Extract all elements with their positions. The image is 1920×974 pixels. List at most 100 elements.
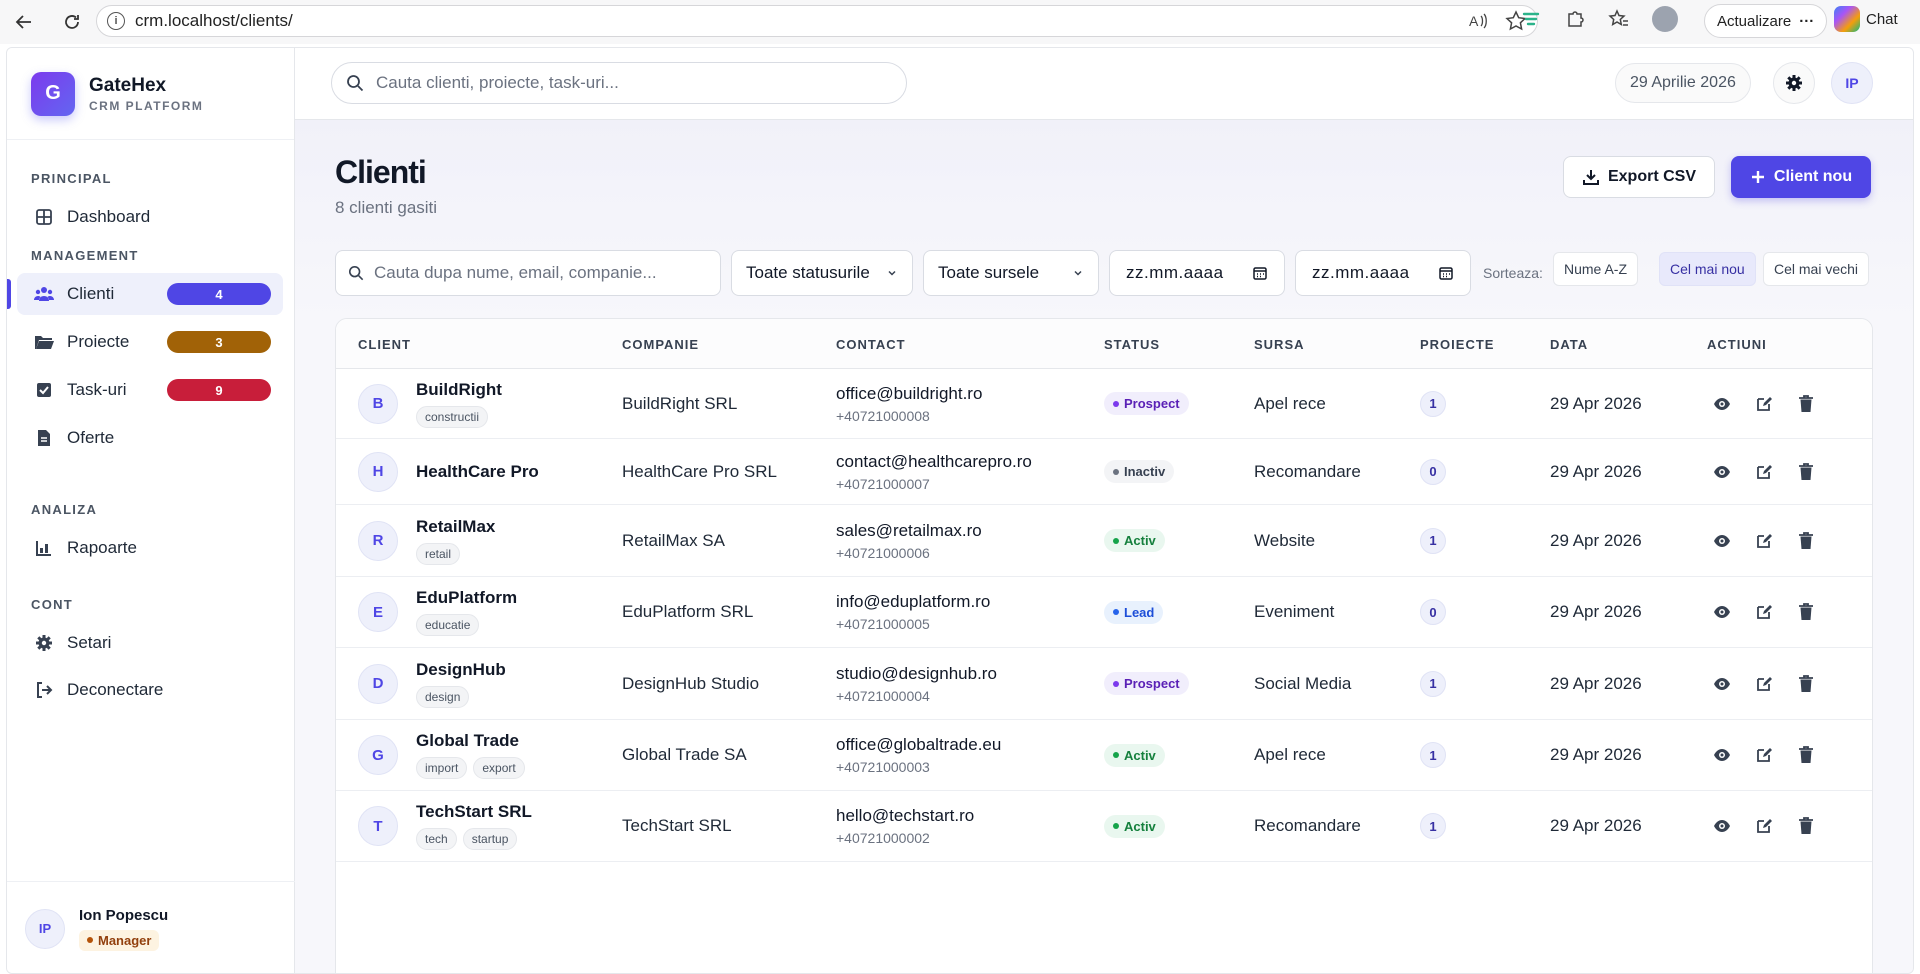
client-name[interactable]: RetailMax	[416, 516, 496, 536]
trash-icon[interactable]	[1796, 816, 1816, 836]
calendar-icon[interactable]	[1252, 265, 1268, 281]
sort-newest-button[interactable]: Cel mai nou	[1659, 252, 1756, 286]
status-badge: Inactiv	[1104, 460, 1175, 483]
settings-button[interactable]	[1773, 62, 1815, 104]
sidebar-item-clienti[interactable]: Clienti 4	[7, 273, 283, 315]
search-icon	[347, 75, 364, 92]
projects-count: 1	[1420, 670, 1446, 697]
client-date: 29 Apr 2026	[1550, 745, 1642, 764]
sidebar-item-rapoarte[interactable]: Rapoarte	[17, 527, 283, 569]
client-email[interactable]: studio@designhub.ro	[836, 663, 997, 683]
eye-icon[interactable]	[1712, 462, 1732, 482]
eye-icon[interactable]	[1712, 816, 1732, 836]
eye-icon[interactable]	[1712, 602, 1732, 622]
eye-icon[interactable]	[1712, 394, 1732, 414]
sidebar-item-proiecte[interactable]: Proiecte 3	[17, 321, 283, 363]
edit-icon[interactable]	[1754, 462, 1774, 482]
global-search-placeholder: Cauta clienti, proiecte, task-uri...	[376, 73, 619, 92]
sort-oldest-button[interactable]: Cel mai vechi	[1763, 252, 1870, 286]
client-email[interactable]: info@eduplatform.ro	[836, 592, 991, 611]
sidebar-item-setari[interactable]: Setari	[17, 622, 283, 664]
col-status[interactable]: STATUS	[1104, 337, 1161, 352]
edit-icon[interactable]	[1754, 816, 1774, 836]
chevron-down-icon	[888, 270, 896, 276]
client-name[interactable]: BuildRight	[416, 379, 502, 399]
add-client-button[interactable]: Client nou	[1731, 156, 1871, 198]
sidebar-item-oferte[interactable]: Oferte	[17, 417, 283, 459]
user-role-label: Manager	[98, 932, 152, 948]
client-source: Apel rece	[1254, 745, 1326, 764]
user-avatar-button[interactable]: IP	[1831, 62, 1873, 104]
sidebar-item-label: Proiecte	[67, 332, 130, 351]
table-row[interactable]: E EduPlatform educatie EduPlatform SRL i…	[336, 577, 1872, 648]
user-profile[interactable]: IP Ion Popescu Manager	[7, 881, 295, 973]
brand[interactable]: G GateHex CRM PLATFORM	[7, 48, 294, 140]
client-email[interactable]: office@globaltrade.eu	[836, 735, 1002, 754]
trash-icon[interactable]	[1796, 462, 1816, 482]
trash-icon[interactable]	[1796, 745, 1816, 765]
table-row[interactable]: R RetailMax retail RetailMax SA sales@re…	[336, 505, 1872, 577]
client-name[interactable]: HealthCare Pro	[416, 461, 539, 481]
col-sursa[interactable]: SURSA	[1254, 337, 1305, 352]
col-data[interactable]: DATA	[1550, 337, 1589, 352]
edit-icon[interactable]	[1754, 394, 1774, 414]
info-icon[interactable]: i	[107, 12, 125, 30]
client-email[interactable]: hello@techstart.ro	[836, 806, 975, 825]
trash-icon[interactable]	[1796, 602, 1816, 622]
sort-name-az-button[interactable]: Nume A-Z	[1553, 252, 1639, 286]
table-row[interactable]: H HealthCare Pro HealthCare Pro SRL cont…	[336, 439, 1872, 505]
status-filter-select[interactable]: Toate statusurile	[731, 250, 913, 296]
export-csv-button[interactable]: Export CSV	[1563, 156, 1715, 198]
col-contact[interactable]: CONTACT	[836, 337, 906, 352]
edit-icon[interactable]	[1754, 531, 1774, 551]
trash-icon[interactable]	[1796, 674, 1816, 694]
extension-icon[interactable]	[1520, 8, 1542, 30]
date-to-input[interactable]: zz.mm.aaaa	[1295, 250, 1471, 296]
sidebar-item-taskuri[interactable]: Task-uri 9	[17, 369, 283, 411]
read-aloud-icon[interactable]: A	[1467, 10, 1489, 32]
more-icon[interactable]: ···	[1799, 12, 1815, 30]
col-client[interactable]: CLIENT	[358, 337, 411, 352]
sidebar-item-deconectare[interactable]: Deconectare	[17, 669, 283, 711]
eye-icon[interactable]	[1712, 531, 1732, 551]
table-row[interactable]: B BuildRight constructii BuildRight SRL …	[336, 369, 1872, 439]
profile-avatar[interactable]	[1652, 6, 1678, 32]
eye-icon[interactable]	[1712, 674, 1732, 694]
col-companie[interactable]: COMPANIE	[622, 337, 700, 352]
section-principal: PRINCIPAL	[31, 171, 112, 186]
client-email[interactable]: sales@retailmax.ro	[836, 520, 982, 540]
client-search-input[interactable]: Cauta dupa nume, email, companie...	[335, 250, 721, 296]
client-name[interactable]: EduPlatform	[416, 588, 518, 607]
table-row[interactable]: D DesignHub design DesignHub Studio stud…	[336, 648, 1872, 720]
col-proiecte[interactable]: PROIECTE	[1420, 337, 1495, 352]
client-source: Recomandare	[1254, 816, 1361, 835]
table-row[interactable]: T TechStart SRL tech startup TechStart SR…	[336, 791, 1872, 862]
reload-button[interactable]	[58, 8, 86, 36]
calendar-icon[interactable]	[1438, 265, 1454, 281]
client-name[interactable]: Global Trade	[416, 731, 519, 750]
favorite-star-icon[interactable]	[1505, 10, 1527, 32]
client-email[interactable]: office@buildright.ro	[836, 383, 983, 403]
puzzle-extensions-icon[interactable]	[1564, 8, 1586, 30]
global-search-input[interactable]: Cauta clienti, proiecte, task-uri...	[331, 62, 907, 104]
source-filter-select[interactable]: Toate sursele	[923, 250, 1099, 296]
chat-button[interactable]: Chat	[1834, 6, 1898, 32]
trash-icon[interactable]	[1796, 531, 1816, 551]
edit-icon[interactable]	[1754, 602, 1774, 622]
back-button[interactable]	[10, 8, 38, 36]
edit-icon[interactable]	[1754, 745, 1774, 765]
client-name[interactable]: TechStart SRL	[416, 802, 532, 821]
edit-icon[interactable]	[1754, 674, 1774, 694]
address-bar[interactable]: i crm.localhost/clients/ A	[96, 5, 1538, 37]
client-email[interactable]: contact@healthcarepro.ro	[836, 451, 1032, 471]
eye-icon[interactable]	[1712, 745, 1732, 765]
client-name[interactable]: DesignHub	[416, 659, 506, 679]
clienti-count-badge: 4	[167, 283, 271, 305]
sidebar-item-dashboard[interactable]: Dashboard	[17, 196, 283, 238]
table-row[interactable]: G Global Trade import export Global Trade…	[336, 720, 1872, 791]
trash-icon[interactable]	[1796, 394, 1816, 414]
client-date: 29 Apr 2026	[1550, 530, 1642, 550]
date-from-input[interactable]: zz.mm.aaaa	[1109, 250, 1285, 296]
update-button[interactable]: Actualizare ···	[1704, 4, 1828, 38]
favorites-icon[interactable]	[1608, 8, 1630, 30]
